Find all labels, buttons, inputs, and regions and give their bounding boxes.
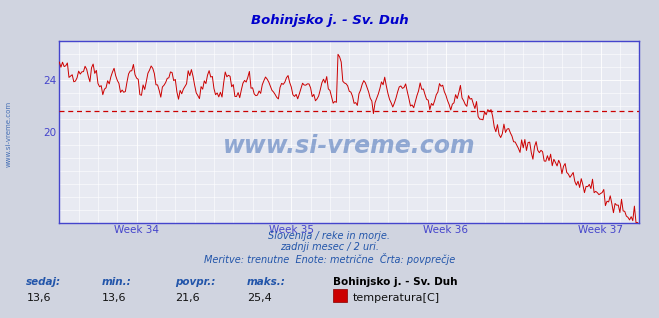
Text: maks.:: maks.: [247,277,286,287]
Text: 13,6: 13,6 [102,293,127,302]
Text: zadnji mesec / 2 uri.: zadnji mesec / 2 uri. [280,242,379,252]
Text: www.si-vreme.com: www.si-vreme.com [223,135,476,158]
Text: Meritve: trenutne  Enote: metrične  Črta: povprečje: Meritve: trenutne Enote: metrične Črta: … [204,253,455,265]
Text: Slovenija / reke in morje.: Slovenija / reke in morje. [268,231,391,240]
Text: Bohinjsko j. - Sv. Duh: Bohinjsko j. - Sv. Duh [250,14,409,27]
Text: 13,6: 13,6 [26,293,51,302]
Text: www.si-vreme.com: www.si-vreme.com [5,100,12,167]
Text: 25,4: 25,4 [247,293,272,302]
Text: 21,6: 21,6 [175,293,199,302]
Text: Bohinjsko j. - Sv. Duh: Bohinjsko j. - Sv. Duh [333,277,457,287]
Text: povpr.:: povpr.: [175,277,215,287]
Text: sedaj:: sedaj: [26,277,61,287]
Text: temperatura[C]: temperatura[C] [353,293,440,302]
Text: min.:: min.: [102,277,132,287]
